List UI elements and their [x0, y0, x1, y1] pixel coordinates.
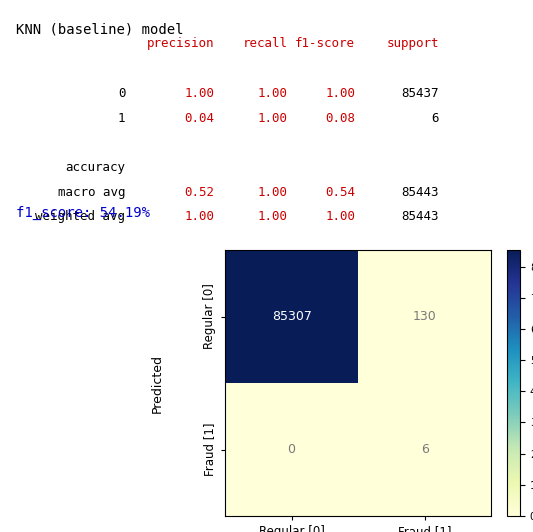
Text: 0.52: 0.52 [184, 186, 214, 198]
Text: precision: precision [147, 37, 214, 51]
Text: 1: 1 [118, 112, 125, 124]
Text: 0.08: 0.08 [325, 112, 356, 124]
Text: 1.00: 1.00 [257, 87, 287, 100]
Text: 1.00: 1.00 [325, 210, 356, 223]
Text: KNN (baseline) model: KNN (baseline) model [16, 22, 183, 36]
Text: 6: 6 [431, 112, 439, 124]
Text: 1.00: 1.00 [257, 112, 287, 124]
Text: f1-score: f1-score [295, 37, 356, 51]
Text: 1.00: 1.00 [325, 87, 356, 100]
Text: 85437: 85437 [401, 87, 439, 100]
Text: 85307: 85307 [272, 310, 312, 323]
Text: 85443: 85443 [401, 210, 439, 223]
Text: 1.00: 1.00 [184, 210, 214, 223]
Text: support: support [386, 37, 439, 51]
Text: 0.04: 0.04 [184, 112, 214, 124]
Text: 1.00: 1.00 [257, 186, 287, 198]
Text: 0.54: 0.54 [325, 186, 356, 198]
Text: 0: 0 [288, 443, 296, 456]
Text: 0: 0 [118, 87, 125, 100]
Text: 1.00: 1.00 [257, 210, 287, 223]
Y-axis label: Predicted: Predicted [151, 354, 164, 412]
Text: 6: 6 [421, 443, 429, 456]
Text: 85443: 85443 [401, 186, 439, 198]
Text: 130: 130 [413, 310, 437, 323]
Text: macro avg: macro avg [58, 186, 125, 198]
Text: f1_score: 54.19%: f1_score: 54.19% [16, 206, 150, 220]
Text: weighted avg: weighted avg [36, 210, 125, 223]
Text: recall: recall [243, 37, 287, 51]
Text: 1.00: 1.00 [184, 87, 214, 100]
Text: accuracy: accuracy [66, 161, 125, 174]
